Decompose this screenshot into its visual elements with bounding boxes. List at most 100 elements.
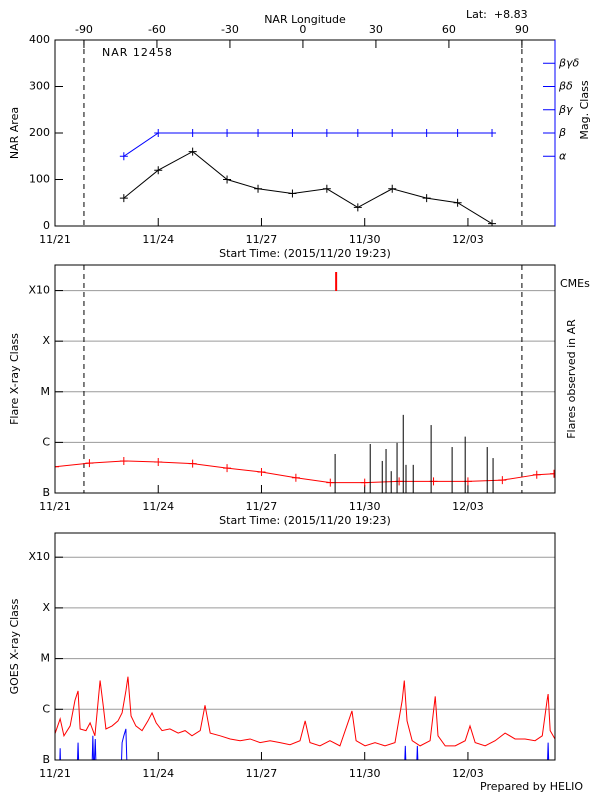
series-line xyxy=(59,728,550,760)
point-marker xyxy=(422,129,431,137)
series-line xyxy=(55,460,554,484)
point-marker xyxy=(322,129,331,137)
point-marker xyxy=(119,456,128,465)
x-tick-label: 11/30 xyxy=(349,500,381,513)
point-marker xyxy=(223,175,232,184)
x2-tick-label: 90 xyxy=(515,23,529,36)
point-marker xyxy=(85,459,94,468)
x-tick-label: 11/21 xyxy=(39,767,71,780)
y-tick-label: M xyxy=(41,385,51,398)
point-marker xyxy=(360,478,369,487)
x2-axis-label: NAR Longitude xyxy=(264,13,346,26)
point-marker xyxy=(395,477,404,486)
point-marker xyxy=(291,473,300,482)
series-line xyxy=(123,151,493,225)
y-tick-label: 0 xyxy=(43,219,50,232)
point-marker xyxy=(257,467,266,476)
x-tick-label: 12/03 xyxy=(452,500,484,513)
point-marker xyxy=(119,152,128,161)
point-marker xyxy=(254,129,263,137)
point-marker xyxy=(388,129,397,137)
point-marker xyxy=(353,129,362,137)
y-tick-label: M xyxy=(41,652,51,665)
plot-area xyxy=(55,676,555,760)
point-marker xyxy=(549,469,555,478)
x-tick-label: 12/03 xyxy=(452,233,484,246)
point-marker xyxy=(498,476,507,485)
x-tick-label: 11/24 xyxy=(142,500,174,513)
y-tick-label: X10 xyxy=(28,284,50,297)
y-axis-label: GOES X-ray Class xyxy=(8,598,21,694)
cme-label: CMEs xyxy=(560,277,590,290)
x-tick-label: 11/30 xyxy=(349,233,381,246)
x2-tick-label: 60 xyxy=(442,23,456,36)
x-tick-label: 11/27 xyxy=(246,767,278,780)
y2-tick-label: βδ xyxy=(558,80,573,93)
point-marker xyxy=(223,464,232,473)
point-marker xyxy=(188,129,197,137)
plot-frame xyxy=(54,532,556,761)
point-marker xyxy=(326,478,335,487)
y-tick-label: 300 xyxy=(29,80,50,93)
series-line xyxy=(123,132,493,157)
y2-tick-label: βγ xyxy=(558,103,573,116)
y-tick-label: 400 xyxy=(29,33,50,46)
footer: Prepared by HELIO xyxy=(480,780,583,793)
y2-tick-label: β xyxy=(558,126,566,139)
point-marker xyxy=(388,184,397,193)
x2-tick-label: 30 xyxy=(369,23,383,36)
y2-axis-label: Flares observed in AR xyxy=(565,319,578,439)
point-marker xyxy=(353,203,362,212)
y-axis-label: Flare X-ray Class xyxy=(8,333,21,425)
point-marker xyxy=(488,129,497,137)
annotation: Lat: +8.83 xyxy=(466,8,528,21)
x2-tick-label: -90 xyxy=(75,23,93,36)
point-marker xyxy=(532,470,541,479)
y-tick-label: C xyxy=(42,435,50,448)
point-marker xyxy=(422,194,431,203)
x2-tick-label: -60 xyxy=(148,23,166,36)
y2-tick-label: βγδ xyxy=(558,56,580,69)
y2-tick-label: α xyxy=(559,149,567,162)
point-marker xyxy=(453,198,462,207)
point-marker xyxy=(154,129,163,137)
plot-frame xyxy=(54,264,556,494)
x-tick-label: 11/24 xyxy=(142,767,174,780)
x-axis-label: Start Time: (2015/11/20 19:23) xyxy=(219,514,391,527)
point-marker xyxy=(119,194,128,203)
series-line xyxy=(55,676,555,747)
x-tick-label: 11/21 xyxy=(39,233,71,246)
chart-title: NAR 12458 xyxy=(102,46,173,59)
y-tick-label: 200 xyxy=(29,126,50,139)
x-tick-label: 11/21 xyxy=(39,500,71,513)
point-marker xyxy=(223,129,232,137)
x-axis-label: Start Time: (2015/11/20 19:23) xyxy=(219,247,391,260)
point-marker xyxy=(55,462,59,471)
point-marker xyxy=(188,459,197,468)
y-tick-label: B xyxy=(42,753,50,766)
x-tick-label: 11/27 xyxy=(246,233,278,246)
point-marker xyxy=(188,147,197,156)
x-tick-label: 12/03 xyxy=(452,767,484,780)
point-marker xyxy=(154,457,163,466)
point-marker xyxy=(154,166,163,175)
point-marker xyxy=(453,129,462,137)
y-tick-label: 100 xyxy=(29,173,50,186)
point-marker xyxy=(288,189,297,198)
point-marker xyxy=(488,219,497,226)
y-tick-label: X10 xyxy=(28,550,50,563)
y-tick-label: X xyxy=(42,601,50,614)
x-tick-label: 11/30 xyxy=(349,767,381,780)
plot-area xyxy=(119,129,497,226)
x2-tick-label: 0 xyxy=(299,23,306,36)
point-marker xyxy=(254,184,263,193)
x-tick-label: 11/27 xyxy=(246,500,278,513)
point-marker xyxy=(288,129,297,137)
y-tick-label: X xyxy=(42,334,50,347)
point-marker xyxy=(322,184,331,193)
x2-tick-label: -30 xyxy=(221,23,239,36)
y-axis-label: NAR Area xyxy=(8,107,21,159)
y-tick-label: B xyxy=(42,486,50,499)
